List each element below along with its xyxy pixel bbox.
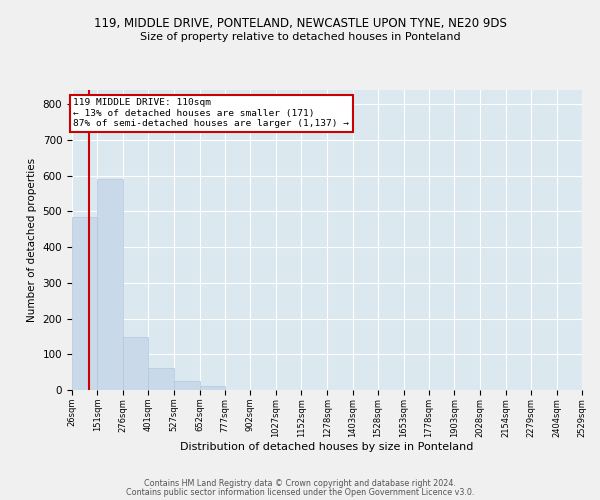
Bar <box>174 380 200 390</box>
Bar <box>72 217 97 390</box>
Text: 119, MIDDLE DRIVE, PONTELAND, NEWCASTLE UPON TYNE, NE20 9DS: 119, MIDDLE DRIVE, PONTELAND, NEWCASTLE … <box>94 18 506 30</box>
Bar <box>123 337 148 390</box>
X-axis label: Distribution of detached houses by size in Ponteland: Distribution of detached houses by size … <box>181 442 473 452</box>
Text: Contains HM Land Registry data © Crown copyright and database right 2024.: Contains HM Land Registry data © Crown c… <box>144 478 456 488</box>
Bar <box>97 180 123 390</box>
Text: Size of property relative to detached houses in Ponteland: Size of property relative to detached ho… <box>140 32 460 42</box>
Y-axis label: Number of detached properties: Number of detached properties <box>27 158 37 322</box>
Text: 119 MIDDLE DRIVE: 110sqm
← 13% of detached houses are smaller (171)
87% of semi-: 119 MIDDLE DRIVE: 110sqm ← 13% of detach… <box>73 98 349 128</box>
Bar <box>148 368 174 390</box>
Text: Contains public sector information licensed under the Open Government Licence v3: Contains public sector information licen… <box>126 488 474 497</box>
Bar <box>200 386 225 390</box>
